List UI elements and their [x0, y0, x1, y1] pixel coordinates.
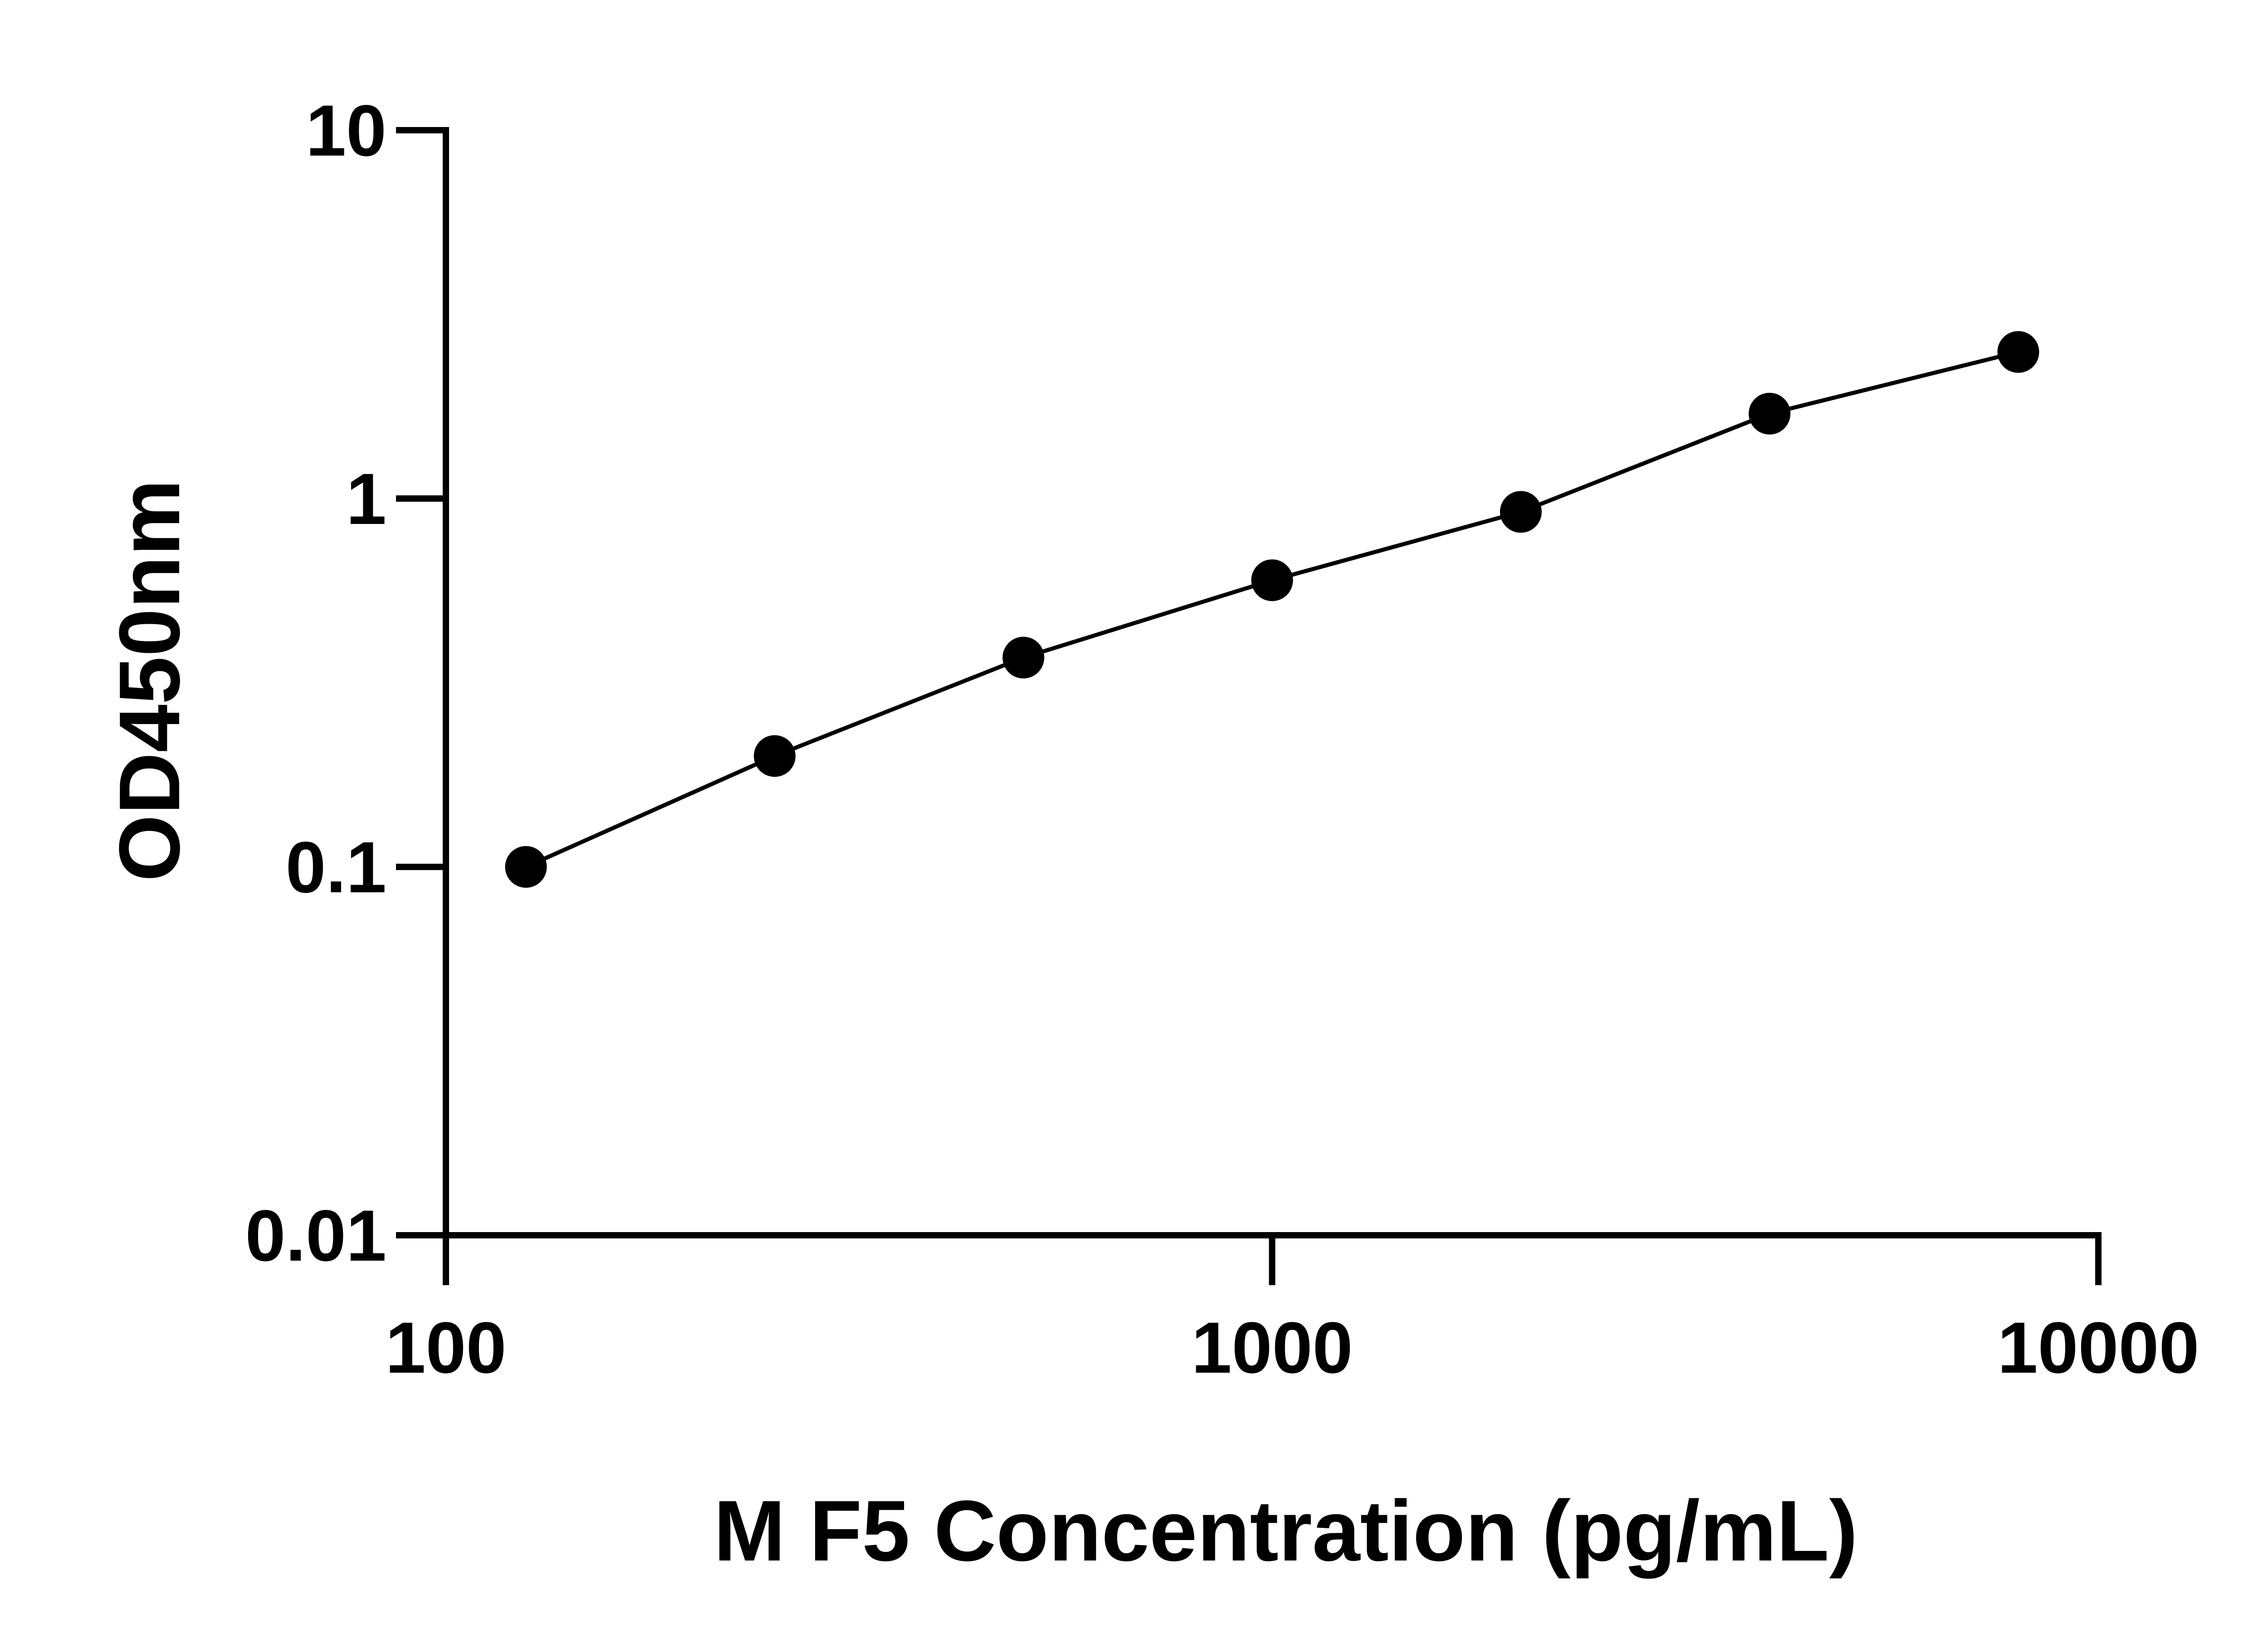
- y-ticks: 10 1 0.1 0.01: [245, 90, 449, 1276]
- data-point-8000: [1997, 331, 2039, 373]
- x-ticks: 100 1000 10000: [386, 1232, 2200, 1388]
- data-point-125: [505, 846, 547, 888]
- data-point-1000: [1251, 559, 1293, 602]
- axes: [443, 127, 2102, 1238]
- fit-line: [525, 350, 2019, 869]
- x-axis-title: M F5 Concentration (pg/mL): [714, 1483, 1858, 1579]
- data-point-2000: [1500, 491, 1542, 533]
- y-tick-label: 0.01: [245, 1195, 386, 1276]
- y-tick-label: 10: [306, 90, 386, 171]
- x-tick-label: 100: [386, 1307, 507, 1388]
- x-tick-label: 1000: [1192, 1307, 1353, 1388]
- data-point-250: [753, 735, 796, 777]
- y-tick-label: 0.1: [286, 827, 386, 908]
- data-points: [505, 331, 2039, 888]
- x-tick-label: 10000: [1998, 1307, 2200, 1388]
- data-point-4000: [1749, 392, 1791, 435]
- y-tick-label: 1: [346, 458, 386, 539]
- data-point-500: [1002, 636, 1045, 679]
- y-axis-title: OD450nm: [102, 479, 198, 881]
